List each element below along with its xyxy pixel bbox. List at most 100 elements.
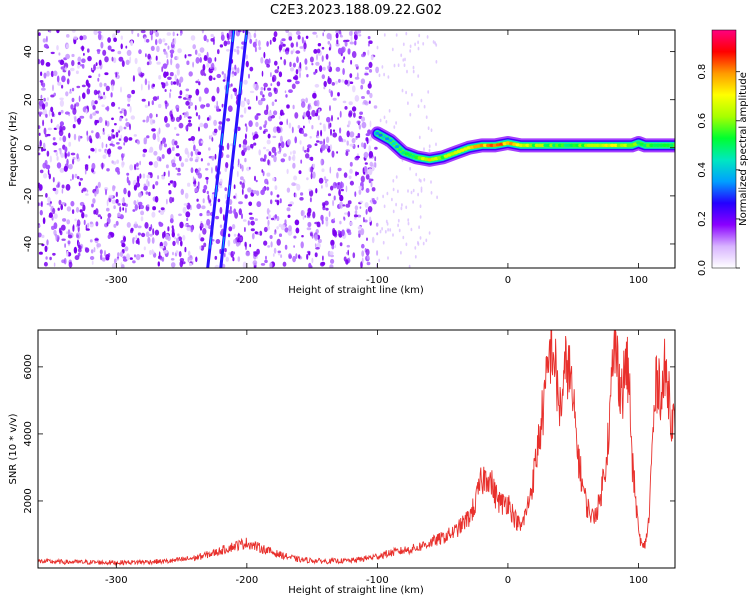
noise-speckle <box>315 247 320 250</box>
noise-speckle <box>134 163 137 171</box>
noise-speckle <box>339 127 342 134</box>
trace-point <box>401 151 406 155</box>
noise-speckle <box>233 184 236 189</box>
noise-speckle <box>149 233 153 237</box>
noise-speckle <box>349 180 354 186</box>
noise-speckle <box>84 169 87 175</box>
noise-speckle <box>106 120 110 127</box>
noise-speckle <box>95 221 99 227</box>
noise-speckle <box>201 205 206 210</box>
noise-speckle <box>43 261 48 267</box>
noise-speckle <box>236 170 239 178</box>
noise-speckle <box>435 43 438 47</box>
noise-speckle <box>319 122 322 126</box>
noise-speckle <box>66 250 69 257</box>
noise-speckle <box>291 182 296 187</box>
noise-speckle <box>292 255 296 263</box>
noise-speckle <box>226 32 229 39</box>
noise-speckle <box>101 142 104 149</box>
trace-point <box>629 143 635 147</box>
noise-speckle <box>91 260 94 265</box>
noise-speckle <box>92 105 96 110</box>
noise-speckle <box>129 164 134 171</box>
noise-speckle <box>206 51 209 59</box>
noise-speckle <box>406 69 408 74</box>
noise-speckle <box>357 144 360 148</box>
noise-speckle <box>60 204 63 211</box>
noise-speckle <box>148 181 150 187</box>
noise-speckle <box>96 66 100 70</box>
noise-speckle <box>132 260 136 264</box>
noise-speckle <box>364 162 368 165</box>
noise-speckle <box>94 147 97 154</box>
trace-point <box>407 153 413 157</box>
noise-speckle <box>83 52 85 56</box>
noise-speckle <box>86 189 89 193</box>
noise-speckle <box>102 154 107 159</box>
noise-speckle <box>143 246 146 251</box>
noise-speckle <box>84 247 90 253</box>
noise-speckle <box>343 216 345 220</box>
noise-speckle <box>62 135 67 143</box>
noise-speckle <box>76 176 80 180</box>
noise-speckle <box>56 162 62 169</box>
noise-speckle <box>306 74 309 78</box>
noise-speckle <box>412 65 415 70</box>
noise-speckle <box>263 146 266 150</box>
noise-speckle <box>308 262 312 268</box>
noise-speckle <box>50 118 53 124</box>
noise-speckle <box>42 38 47 43</box>
noise-speckle <box>107 148 112 155</box>
trace-point <box>437 156 442 160</box>
noise-speckle <box>114 123 117 126</box>
noise-speckle <box>291 126 294 134</box>
noise-speckle <box>185 211 191 218</box>
noise-speckle <box>137 66 142 74</box>
noise-speckle <box>111 160 114 164</box>
noise-speckle <box>379 229 382 234</box>
noise-speckle <box>242 30 245 34</box>
noise-speckle <box>170 81 173 86</box>
noise-speckle <box>177 233 180 237</box>
noise-speckle <box>121 198 124 203</box>
noise-speckle <box>299 71 301 79</box>
noise-speckle <box>180 162 185 168</box>
noise-speckle <box>102 49 107 56</box>
noise-speckle <box>307 144 312 149</box>
noise-speckle <box>402 58 405 62</box>
noise-speckle <box>263 124 267 128</box>
noise-speckle <box>314 252 318 258</box>
noise-speckle <box>128 137 133 141</box>
noise-speckle <box>190 151 194 157</box>
noise-speckle <box>231 224 236 230</box>
noise-speckle <box>279 121 283 126</box>
noise-speckle <box>175 237 179 244</box>
noise-speckle <box>129 105 132 113</box>
noise-speckle <box>132 237 136 240</box>
noise-speckle <box>75 102 80 107</box>
noise-speckle <box>316 54 318 61</box>
noise-speckle <box>59 121 64 127</box>
noise-speckle <box>56 125 60 129</box>
noise-speckle <box>46 202 52 206</box>
noise-speckle <box>412 69 415 74</box>
noise-speckle <box>176 133 180 136</box>
noise-speckle <box>414 42 416 47</box>
noise-speckle <box>102 131 106 135</box>
noise-speckle <box>293 245 295 248</box>
noise-speckle <box>348 31 353 36</box>
noise-speckle <box>45 193 48 198</box>
noise-speckle <box>228 30 233 37</box>
noise-speckle <box>286 207 291 212</box>
noise-speckle <box>73 246 78 254</box>
noise-speckle <box>371 236 375 244</box>
noise-speckle <box>66 78 70 85</box>
trace-point <box>649 143 654 147</box>
noise-speckle <box>272 135 277 139</box>
noise-speckle <box>387 228 389 232</box>
noise-speckle <box>284 227 289 233</box>
noise-speckle <box>164 89 167 92</box>
noise-speckle <box>296 56 299 63</box>
noise-speckle <box>176 145 180 149</box>
noise-speckle <box>76 153 79 160</box>
